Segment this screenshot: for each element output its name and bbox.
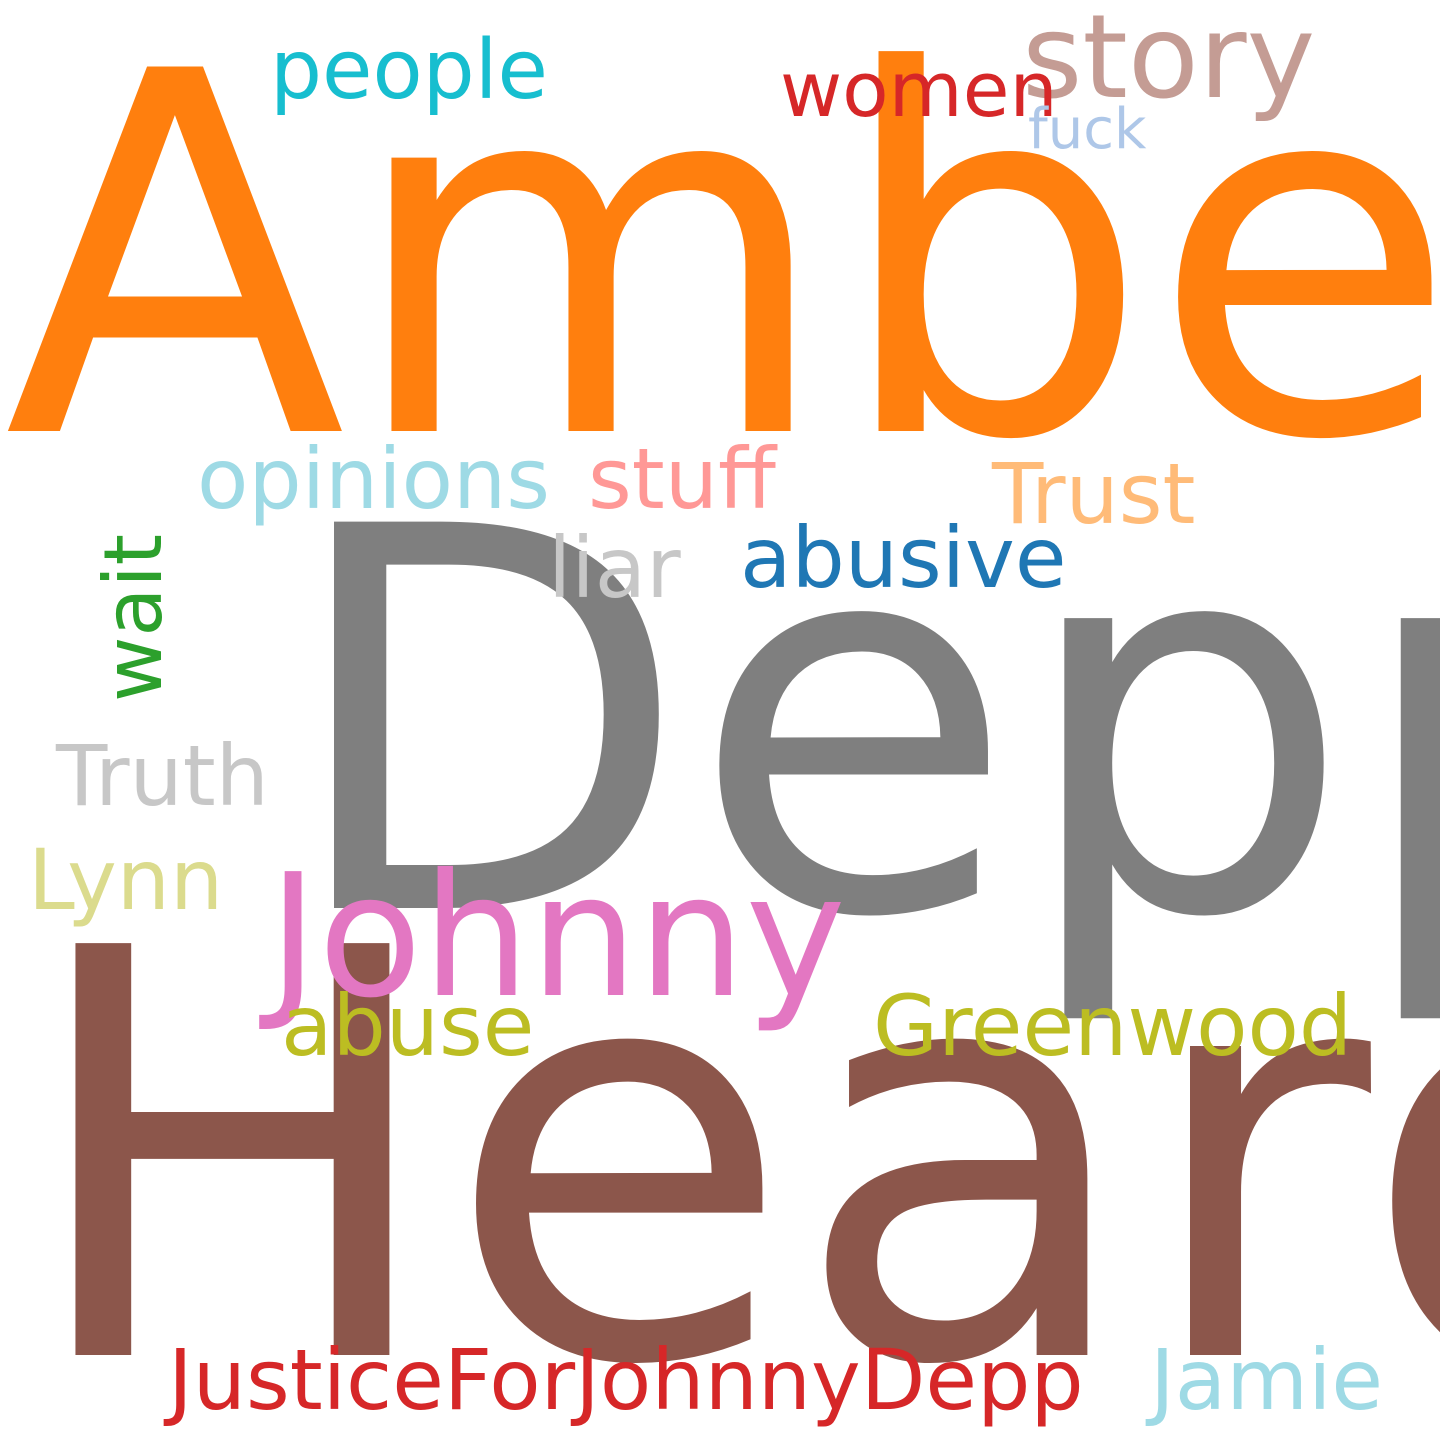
word-justicefor-johnnydepp: JusticeForJohnnyDepp	[168, 1331, 1084, 1429]
word-abuse: abuse	[281, 977, 535, 1075]
word-opinions: opinions	[197, 430, 551, 528]
word-greenwood: Greenwood	[873, 977, 1353, 1075]
word-truth: Truth	[56, 727, 269, 825]
word-jamie: Jamie	[1150, 1331, 1384, 1429]
word-stuff: stuff	[588, 430, 776, 528]
word-lynn: Lynn	[28, 831, 224, 929]
word-johnny: Johnny	[268, 838, 846, 1036]
word-amber: Amber	[4, 0, 1440, 549]
word-abusive: abusive	[740, 509, 1067, 607]
word-fuck: fuck	[1028, 97, 1147, 162]
word-wait: wait	[87, 533, 180, 702]
word-women: women	[780, 45, 1058, 134]
word-depp: Depp	[282, 416, 1440, 1033]
word-trust: Trust	[992, 445, 1196, 543]
word-people: people	[270, 23, 548, 118]
word-liar: liar	[548, 519, 681, 617]
word-heard: Heard	[20, 832, 1440, 1440]
word-story: story	[1022, 0, 1316, 125]
